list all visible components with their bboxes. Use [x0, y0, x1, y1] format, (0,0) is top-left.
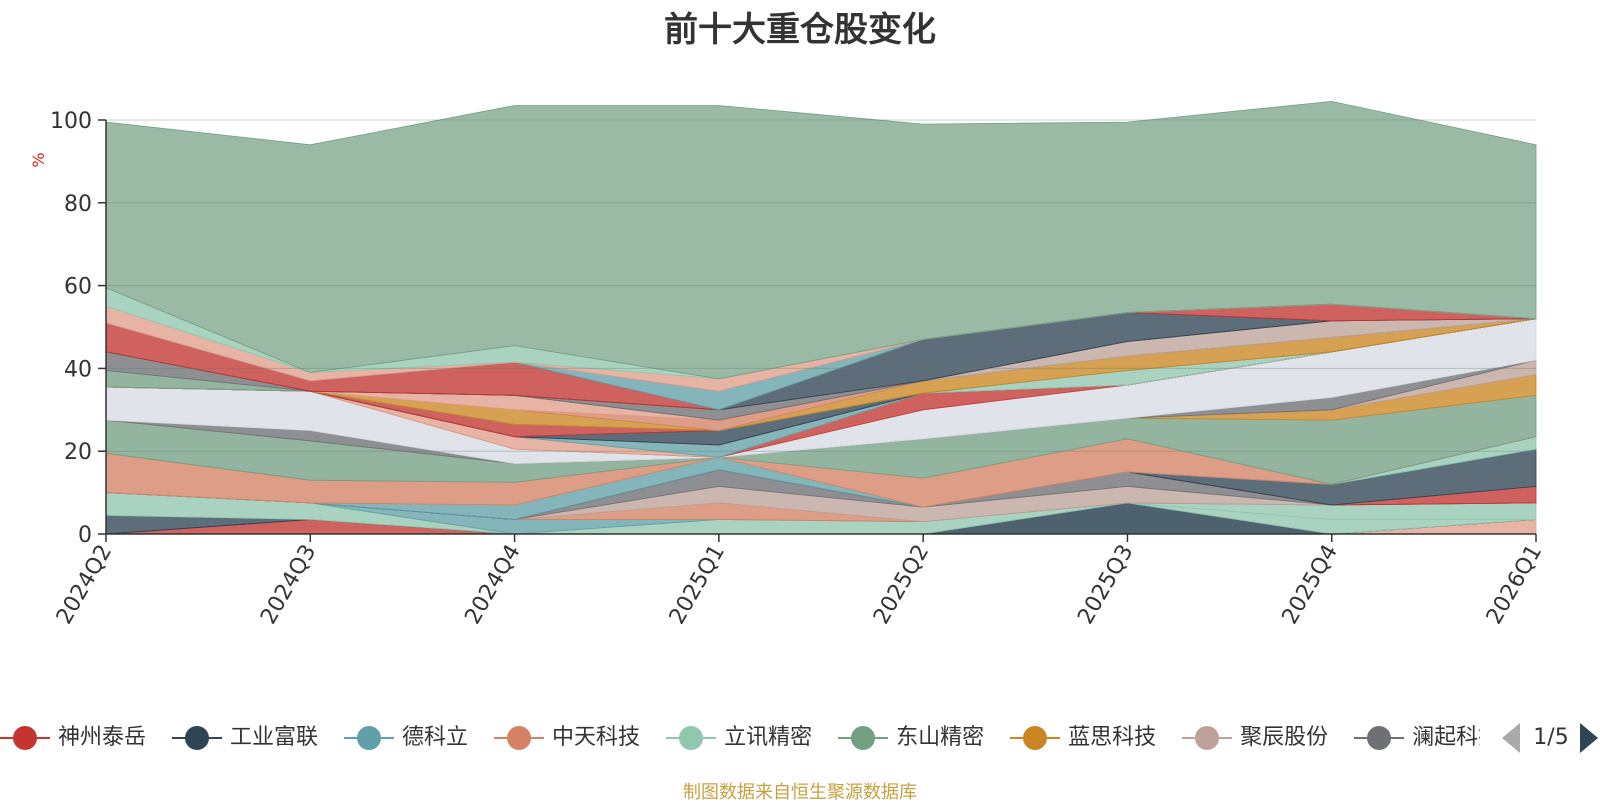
prev-page-icon[interactable]	[1502, 723, 1520, 753]
legend-marker-icon	[172, 726, 223, 750]
legend-items: 神州泰岳 工业富联 德科立 中天科技 立讯精密 东山精密 蓝思科技 聚辰股份 澜起科技	[0, 716, 1480, 760]
legend-label: 德科立	[402, 725, 469, 750]
stacked-area-chart: 0 20 40 60 80 100% 2024Q2 2024Q3 2024Q4 2025Q1 202…	[29, 100, 1547, 629]
x-tick-label-6: 2025Q4	[1278, 541, 1343, 629]
legend-marker-icon	[0, 726, 50, 750]
legend-item[interactable]: 中天科技	[494, 716, 640, 760]
grid-layer	[106, 119, 1536, 452]
legend-marker-icon	[1182, 726, 1233, 750]
legend: 神州泰岳 工业富联 德科立 中天科技 立讯精密 东山精密 蓝思科技 聚辰股份 澜起科技 1/5	[0, 716, 1600, 760]
y-tick-label-80: 80	[64, 192, 92, 217]
y-tick-label-100: 100	[50, 109, 92, 134]
legend-marker-icon	[494, 726, 545, 750]
legend-label: 神州泰岳	[58, 725, 147, 750]
legend-label: 工业富联	[230, 725, 319, 750]
y-tick-label-60: 60	[64, 275, 92, 300]
legend-item[interactable]: 澜起科技	[1354, 716, 1480, 760]
legend-item[interactable]: 德科立	[344, 716, 468, 760]
legend-marker-icon	[1010, 726, 1061, 750]
y-axis-unit-label: %	[29, 152, 48, 167]
x-tick-label-3: 2025Q1	[665, 541, 730, 629]
area-layer	[105, 100, 1537, 535]
legend-label: 聚辰股份	[1240, 725, 1329, 750]
legend-label: 东山精密	[896, 725, 985, 750]
legend-marker-icon	[838, 726, 889, 750]
legend-marker-icon	[1354, 726, 1405, 750]
data-source-note: 制图数据来自恒生聚源数据库	[683, 782, 917, 803]
x-tick-label-4: 2025Q2	[869, 541, 934, 629]
x-tick-label-2: 2024Q4	[460, 541, 525, 629]
legend-marker-icon	[344, 726, 395, 750]
legend-label: 立讯精密	[724, 725, 813, 750]
legend-item[interactable]: 立讯精密	[666, 716, 812, 760]
area-series-40	[105, 100, 1537, 380]
legend-page-indicator: 1/5	[1533, 725, 1569, 750]
legend-item[interactable]: 神州泰岳	[0, 716, 146, 760]
legend-label: 中天科技	[552, 725, 641, 750]
x-tick-label-0: 2024Q2	[52, 541, 117, 629]
x-tick-label-1: 2024Q3	[256, 541, 321, 629]
x-tick-label-5: 2025Q3	[1073, 541, 1138, 629]
y-tick-label-0: 0	[78, 523, 92, 548]
y-tick-label-40: 40	[64, 357, 92, 382]
next-page-icon[interactable]	[1580, 723, 1598, 753]
y-tick-label-20: 20	[64, 440, 92, 465]
legend-label: 澜起科技	[1412, 725, 1480, 750]
legend-pager: 1/5	[1498, 716, 1600, 760]
legend-item[interactable]: 工业富联	[172, 716, 318, 760]
legend-label: 蓝思科技	[1068, 725, 1157, 750]
x-tick-label-7: 2026Q1	[1482, 541, 1547, 629]
legend-item[interactable]: 聚辰股份	[1182, 716, 1328, 760]
legend-marker-icon	[666, 726, 717, 750]
chart-title: 前十大重仓股变化	[664, 10, 936, 50]
legend-item[interactable]: 东山精密	[838, 716, 984, 760]
legend-item[interactable]: 蓝思科技	[1010, 716, 1156, 760]
